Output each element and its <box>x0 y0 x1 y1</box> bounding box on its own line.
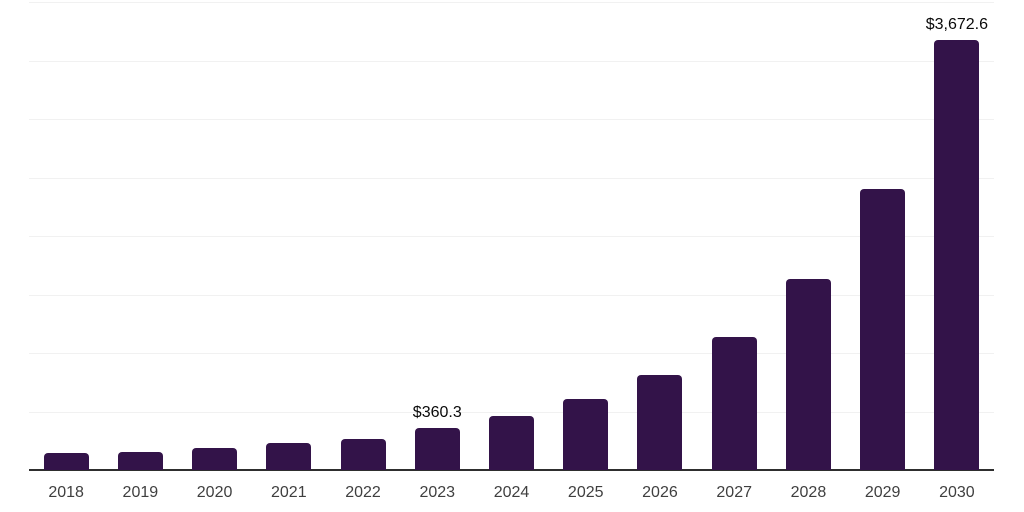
x-tick-label-2028: 2028 <box>790 484 827 501</box>
bar-2026[interactable] <box>637 374 683 470</box>
bar-2027[interactable] <box>711 336 757 470</box>
x-tick-label-2029: 2029 <box>864 484 901 501</box>
bar-2024[interactable] <box>489 415 534 470</box>
value-label-2030: $3,672.6 <box>925 16 989 34</box>
x-tick-label-2025: 2025 <box>567 484 604 501</box>
x-tick-label-2018: 2018 <box>48 484 84 501</box>
gridline <box>29 177 994 179</box>
x-tick-label-2024: 2024 <box>493 484 530 501</box>
bar-2028[interactable] <box>785 278 831 470</box>
bar-2018[interactable] <box>43 453 89 470</box>
gridline <box>29 411 994 413</box>
x-tick-label-2027: 2027 <box>716 484 752 501</box>
bar-2029[interactable] <box>860 188 906 470</box>
x-tick-label-2021: 2021 <box>271 484 307 501</box>
bar-2025[interactable] <box>563 399 609 470</box>
x-tick-label-2026: 2026 <box>642 484 678 501</box>
gridline <box>29 119 994 120</box>
x-tick-label-2023: 2023 <box>419 484 456 501</box>
gridline <box>29 353 994 354</box>
gridline <box>29 294 994 296</box>
x-tick-label-2020: 2020 <box>196 484 233 501</box>
bar-2020[interactable] <box>192 448 238 470</box>
x-tick-label-2019: 2019 <box>122 484 159 501</box>
bar-2023[interactable] <box>414 427 460 470</box>
x-axis-line <box>29 469 994 471</box>
value-label-2023: $360.3 <box>412 403 462 421</box>
gridline <box>29 2 994 3</box>
gridline <box>29 236 994 237</box>
x-tick-label-2022: 2022 <box>345 484 381 501</box>
gridline <box>29 60 994 62</box>
bar-2021[interactable] <box>266 443 312 470</box>
bar-2030[interactable] <box>934 40 980 470</box>
x-tick-label-2030: 2030 <box>939 484 975 501</box>
bar-2019[interactable] <box>117 451 163 470</box>
bar-2022[interactable] <box>340 438 386 470</box>
